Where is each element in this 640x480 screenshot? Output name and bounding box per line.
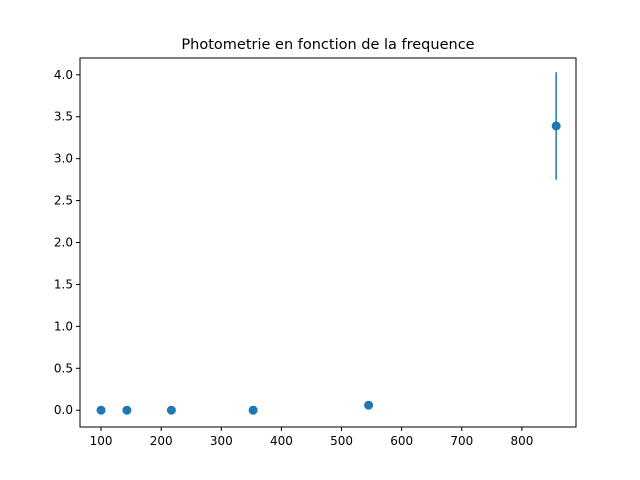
chart-title: Photometrie en fonction de la frequence	[181, 37, 474, 53]
plot-area: 100 200 300 400 500 600 700 800 0.0 0.5 1.0 1.5 2.0 2…	[54, 68, 561, 448]
y-tick-label: 4.0	[54, 68, 73, 82]
y-tick-label: 2.0	[54, 236, 73, 250]
x-tick-label: 300	[210, 434, 233, 448]
data-point	[96, 405, 106, 415]
y-tick-label: 3.0	[54, 152, 73, 166]
data-point	[364, 400, 374, 410]
x-tick-label: 800	[510, 434, 533, 448]
data-point	[122, 405, 132, 415]
y-tick-label: 0.5	[54, 361, 73, 375]
x-tick-label: 100	[90, 434, 113, 448]
y-tick-label: 1.5	[54, 277, 73, 291]
axes-frame	[79, 57, 577, 428]
x-tick-label: 500	[330, 434, 353, 448]
y-tick-label: 0.0	[54, 403, 73, 417]
data-point	[166, 405, 176, 415]
y-tick-label: 3.5	[54, 110, 73, 124]
x-tick-label: 400	[270, 434, 293, 448]
data-point	[248, 405, 258, 415]
x-tick-label: 700	[450, 434, 473, 448]
y-tick-label: 2.5	[54, 194, 73, 208]
x-tick-label: 200	[150, 434, 173, 448]
data-point	[551, 121, 561, 131]
y-tick-label: 1.0	[54, 319, 73, 333]
x-tick-label: 600	[390, 434, 413, 448]
